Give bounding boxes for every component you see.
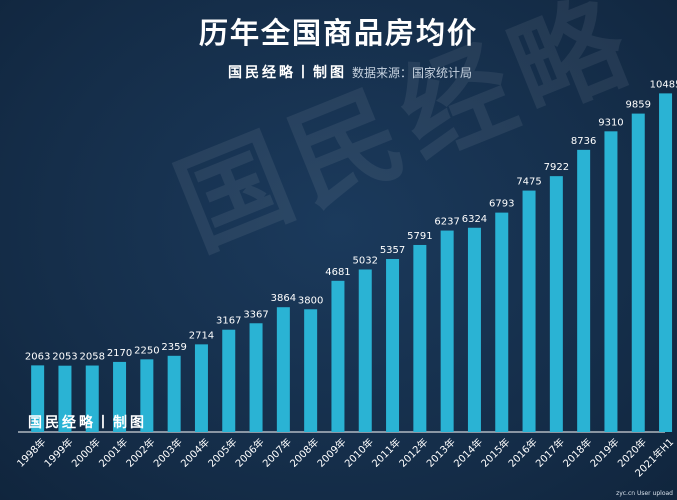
value-label-2: 2058 [80, 352, 105, 363]
bar-8 [249, 323, 263, 432]
bar-10 [304, 309, 318, 432]
value-label-21: 9310 [598, 117, 623, 128]
x-tick-label-21: 2019年 [587, 435, 621, 469]
value-label-23: 10485 [650, 79, 677, 90]
x-tick-label-5: 2003年 [151, 435, 185, 469]
x-tick-label-0: 1998年 [14, 435, 48, 469]
value-label-8: 3367 [243, 309, 268, 320]
x-tick-label-4: 2002年 [123, 435, 157, 469]
x-tick-label-19: 2017年 [533, 435, 567, 469]
value-label-15: 6237 [434, 217, 459, 228]
x-tick-label-15: 2013年 [424, 435, 458, 469]
x-tick-label-6: 2004年 [178, 435, 212, 469]
bar-18 [522, 190, 536, 432]
value-label-20: 8736 [571, 136, 596, 147]
bar-1 [58, 365, 72, 432]
bar-3 [113, 361, 127, 432]
value-label-1: 2053 [52, 352, 77, 363]
x-tick-label-16: 2014年 [451, 435, 485, 469]
value-label-6: 2714 [189, 330, 214, 341]
bar-7 [222, 329, 236, 432]
value-label-18: 7475 [516, 177, 541, 188]
x-tick-label-14: 2012年 [396, 435, 430, 469]
value-label-11: 4681 [325, 267, 350, 278]
value-label-10: 3800 [298, 295, 323, 306]
chart-title: 历年全国商品房均价 [198, 16, 478, 50]
bar-4 [140, 359, 154, 432]
x-tick-label-18: 2016年 [505, 435, 539, 469]
x-tick-label-10: 2008年 [287, 435, 321, 469]
value-label-5: 2359 [161, 342, 186, 353]
bar-15 [440, 230, 454, 432]
corner-note: zyc.cn User upload [616, 490, 673, 497]
value-label-22: 9859 [626, 100, 651, 111]
x-tick-label-8: 2006年 [232, 435, 266, 469]
value-label-9: 3864 [271, 293, 296, 304]
source-label: 数据来源：国家统计局 [352, 66, 473, 80]
brand-label: 国民经略丨制图 [228, 65, 347, 81]
bar-23 [659, 93, 673, 433]
bar-13 [386, 258, 400, 432]
x-tick-label-11: 2009年 [314, 435, 348, 469]
bar-0 [31, 365, 45, 432]
value-label-17: 6793 [489, 199, 514, 210]
bar-16 [467, 227, 481, 432]
x-tick-label-9: 2007年 [260, 435, 294, 469]
bar-21 [604, 131, 618, 432]
x-tick-label-13: 2011年 [369, 435, 403, 469]
value-label-16: 6324 [462, 214, 487, 225]
bar-20 [577, 149, 591, 433]
x-tick-label-1: 1999年 [41, 435, 75, 469]
bar-2 [85, 365, 99, 432]
value-label-12: 5032 [353, 255, 378, 266]
bar-17 [495, 212, 509, 432]
x-tick-label-3: 2001年 [96, 435, 130, 469]
x-tick-label-12: 2010年 [342, 435, 376, 469]
value-label-19: 7922 [544, 162, 569, 173]
x-tick-label-20: 2018年 [560, 435, 594, 469]
bar-14 [413, 244, 427, 432]
value-label-4: 2250 [134, 345, 159, 356]
bar-22 [631, 113, 645, 432]
bar-11 [331, 280, 345, 432]
bar-9 [276, 307, 290, 432]
bar-5 [167, 355, 181, 432]
bar-19 [549, 176, 563, 432]
value-label-0: 2063 [25, 351, 50, 362]
value-label-14: 5791 [407, 231, 432, 242]
value-label-13: 5357 [380, 245, 405, 256]
x-tick-label-2: 2000年 [69, 435, 103, 469]
x-tick-label-7: 2005年 [205, 435, 239, 469]
brand-label-bottom: 国民经略丨制图 [28, 415, 147, 431]
bar-12 [358, 269, 372, 432]
bar-6 [194, 344, 208, 432]
value-label-7: 3167 [216, 316, 241, 327]
x-tick-label-17: 2015年 [478, 435, 512, 469]
value-label-3: 2170 [107, 348, 132, 359]
